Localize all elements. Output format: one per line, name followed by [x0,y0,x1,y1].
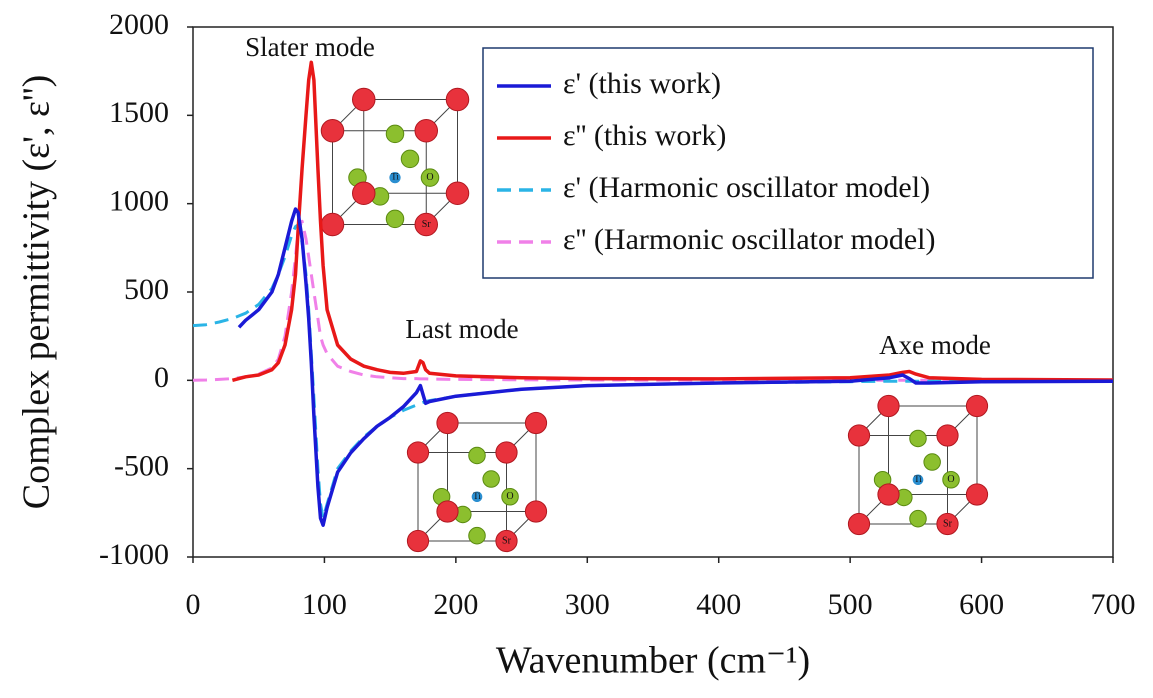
strontium-atom [445,181,470,205]
cube-edge [858,405,978,525]
crystal-inset: Ti O Sr [847,394,989,536]
strontium-atom [524,411,548,435]
x-tick-label: 500 [828,588,873,621]
x-tick-label: 400 [696,588,741,621]
x-tick-label: 300 [565,588,610,621]
x-tick-label: 200 [433,588,478,621]
oxygen-atom [482,470,500,488]
inset-label: Ti [391,172,399,182]
strontium-atom [352,87,376,112]
titanium-atom [389,172,401,184]
strontium-atom [495,529,518,553]
y-tick-label: 1500 [109,96,169,129]
legend-label: ε'' (Harmonic oscillator model) [563,223,935,256]
strontium-atom [436,500,459,523]
y-tick-label: -1000 [99,538,169,571]
inset-label: Sr [422,219,432,230]
strontium-atom [936,512,959,536]
strontium-atom [965,483,989,506]
strontium-atom [414,119,438,143]
annotation: Axe mode [879,330,991,360]
oxygen-atom [942,470,960,489]
oxygen-atom [923,453,941,471]
strontium-atom [352,181,376,205]
series-line [237,207,1114,527]
x-tick-label: 600 [959,588,1004,621]
inset-label: O [506,491,513,502]
crystal-inset: Ti O Sr [406,411,548,553]
y-tick-label: 2000 [109,8,169,41]
x-tick-label: 0 [186,588,201,621]
inset-label: Ti [473,491,481,501]
oxygen-atom [909,429,927,448]
series-line [231,60,1114,382]
legend-label: ε'' (this work) [563,119,726,152]
legend-label: ε' (this work) [563,67,721,100]
strontium-atom [406,441,430,464]
strontium-atom [320,119,345,143]
y-tick-label: 500 [124,273,169,306]
strontium-atom [965,394,989,418]
legend-label: ε' (Harmonic oscillator model) [563,171,930,204]
oxygen-atom [501,487,519,506]
oxygen-atom [909,509,927,528]
series-line [192,219,1113,382]
x-tick-label: 100 [302,588,347,621]
strontium-atom [495,441,518,464]
x-axis-label: Wavenumber (cm⁻¹) [496,640,810,682]
oxygen-atom [400,149,420,169]
cube-edge [417,422,537,542]
oxygen-atom [420,168,440,187]
strontium-atom [436,411,459,435]
oxygen-atom [468,526,486,545]
strontium-atom [877,483,900,506]
legend-box [482,47,1094,279]
inset-label: O [426,172,433,183]
strontium-atom [524,500,548,523]
annotation: Last mode [405,314,518,344]
oxygen-atom [385,209,405,229]
x-tick-label: 700 [1091,588,1136,621]
crystal-inset: Ti O Sr [320,87,470,237]
y-tick-label: 0 [154,361,169,394]
y-tick-label: 1000 [109,185,169,218]
annotation: Slater mode [245,32,375,62]
inset-label: Sr [502,535,512,546]
titanium-atom [471,491,483,503]
strontium-atom [847,424,871,447]
oxygen-atom [385,124,405,144]
strontium-atom [406,529,430,553]
y-axis-label: Complex permittivity (ε', ε'') [16,75,58,510]
y-tick-label: -500 [114,450,169,483]
cube-edge [332,99,458,225]
inset-label: Ti [914,474,922,484]
strontium-atom [877,394,900,418]
titanium-atom [912,474,924,486]
strontium-atom [414,212,438,237]
inset-label: Sr [943,518,953,529]
inset-label: O [947,474,954,485]
strontium-atom [445,87,470,112]
strontium-atom [936,424,959,447]
strontium-atom [320,212,345,237]
strontium-atom [847,512,871,536]
oxygen-atom [468,446,486,465]
